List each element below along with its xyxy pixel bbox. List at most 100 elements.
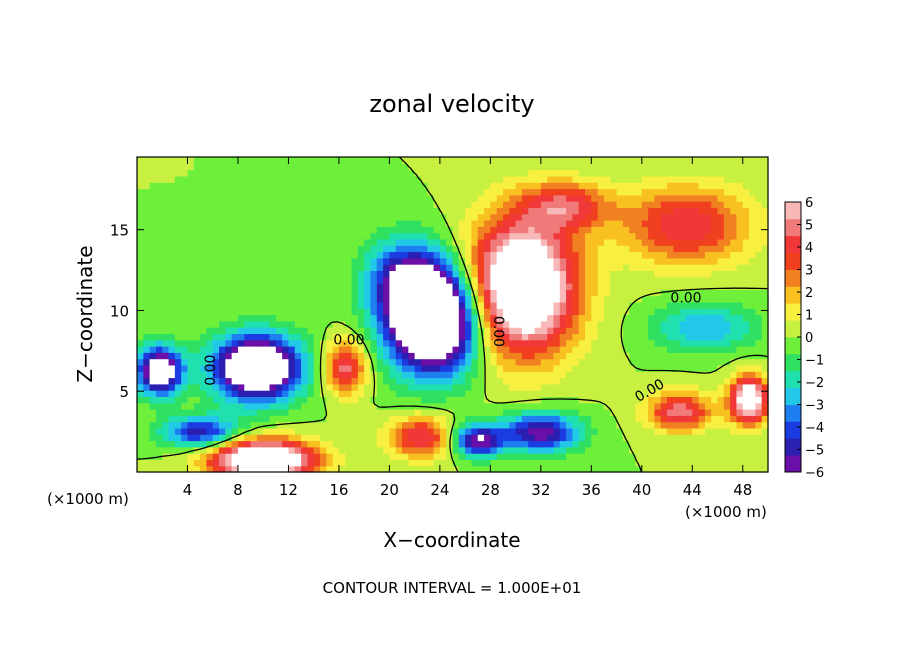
heatmap-cell bbox=[143, 251, 151, 259]
heatmap-cell bbox=[566, 270, 573, 278]
heatmap-cell bbox=[660, 264, 668, 271]
heatmap-cell bbox=[610, 289, 618, 297]
heatmap-cell bbox=[755, 213, 763, 221]
heatmap-cell bbox=[256, 220, 264, 227]
heatmap-cell bbox=[648, 346, 656, 353]
heatmap-cell bbox=[704, 182, 712, 190]
heatmap-cell bbox=[376, 364, 384, 372]
heatmap-cell bbox=[402, 415, 409, 423]
heatmap-cell bbox=[137, 238, 144, 246]
heatmap-cell bbox=[742, 245, 750, 253]
heatmap-cell bbox=[603, 390, 611, 397]
heatmap-cell bbox=[711, 194, 719, 202]
heatmap-cell bbox=[502, 283, 510, 290]
heatmap-cell bbox=[597, 459, 605, 467]
heatmap-cell bbox=[364, 339, 372, 347]
heatmap-cell bbox=[301, 453, 308, 460]
heatmap-cell bbox=[660, 465, 668, 473]
heatmap-cell bbox=[553, 194, 561, 202]
heatmap-cell bbox=[528, 188, 536, 196]
heatmap-cell bbox=[408, 377, 416, 385]
heatmap-cell bbox=[660, 446, 668, 454]
heatmap-cell bbox=[610, 295, 618, 303]
heatmap-cell bbox=[515, 226, 523, 234]
heatmap-cell bbox=[313, 270, 321, 278]
heatmap-cell bbox=[345, 333, 353, 341]
heatmap-cell bbox=[250, 459, 258, 467]
heatmap-cell bbox=[351, 377, 359, 385]
heatmap-cell bbox=[244, 188, 252, 196]
heatmap-cell bbox=[313, 289, 321, 297]
heatmap-cell bbox=[439, 459, 447, 467]
heatmap-cell bbox=[711, 220, 719, 227]
heatmap-cell bbox=[294, 396, 302, 404]
heatmap-cell bbox=[496, 213, 504, 221]
heatmap-cell bbox=[250, 232, 258, 240]
heatmap-cell bbox=[269, 182, 277, 190]
heatmap-cell bbox=[301, 314, 308, 322]
heatmap-cell bbox=[704, 427, 712, 435]
heatmap-cell bbox=[244, 314, 252, 322]
heatmap-cell bbox=[395, 358, 403, 366]
heatmap-cell bbox=[515, 402, 523, 410]
heatmap-cell bbox=[338, 289, 346, 297]
heatmap-cell bbox=[288, 327, 296, 334]
heatmap-cell bbox=[673, 283, 681, 290]
heatmap-cell bbox=[395, 157, 403, 164]
heatmap-cell bbox=[420, 169, 428, 177]
heatmap-cell bbox=[332, 402, 340, 410]
heatmap-cell bbox=[698, 346, 706, 353]
heatmap-cell bbox=[206, 289, 214, 297]
heatmap-cell bbox=[143, 421, 151, 429]
heatmap-cell bbox=[231, 251, 239, 259]
heatmap-cell bbox=[212, 301, 220, 309]
heatmap-cell bbox=[484, 194, 491, 202]
heatmap-cell bbox=[269, 175, 277, 183]
heatmap-cell bbox=[225, 465, 233, 473]
heatmap-cell bbox=[370, 308, 378, 316]
heatmap-cell bbox=[408, 352, 416, 360]
heatmap-cell bbox=[471, 264, 479, 271]
heatmap-cell bbox=[193, 459, 201, 467]
heatmap-cell bbox=[597, 396, 605, 404]
heatmap-cell bbox=[187, 421, 195, 429]
heatmap-cell bbox=[288, 175, 296, 183]
heatmap-cell bbox=[477, 421, 485, 429]
heatmap-cell bbox=[149, 301, 157, 309]
heatmap-cell bbox=[723, 295, 731, 303]
heatmap-cell bbox=[704, 232, 712, 240]
heatmap-cell bbox=[610, 465, 618, 473]
heatmap-cell bbox=[319, 163, 327, 171]
heatmap-cell bbox=[275, 409, 283, 416]
heatmap-cell bbox=[332, 276, 340, 284]
heatmap-cell bbox=[465, 245, 473, 253]
heatmap-cell bbox=[263, 220, 271, 227]
heatmap-cell bbox=[654, 427, 662, 435]
heatmap-cell bbox=[414, 270, 422, 278]
heatmap-cell bbox=[389, 371, 397, 379]
heatmap-cell bbox=[496, 415, 504, 423]
heatmap-cell bbox=[174, 346, 182, 353]
heatmap-cell bbox=[149, 440, 157, 448]
heatmap-cell bbox=[446, 434, 454, 442]
heatmap-cell bbox=[515, 314, 523, 322]
heatmap-cell bbox=[742, 182, 750, 190]
heatmap-cell bbox=[496, 201, 504, 208]
heatmap-cell bbox=[383, 383, 390, 391]
heatmap-cell bbox=[528, 346, 536, 353]
heatmap-cell bbox=[206, 390, 214, 397]
heatmap-cell bbox=[282, 163, 290, 171]
heatmap-cell bbox=[301, 157, 308, 164]
heatmap-cell bbox=[717, 339, 725, 347]
heatmap-cell bbox=[219, 238, 226, 246]
heatmap-cell bbox=[509, 346, 517, 353]
heatmap-cell bbox=[338, 220, 346, 227]
heatmap-cell bbox=[477, 434, 485, 442]
heatmap-cell bbox=[225, 358, 233, 366]
heatmap-cell bbox=[685, 440, 693, 448]
heatmap-cell bbox=[433, 295, 441, 303]
heatmap-cell bbox=[338, 232, 346, 240]
heatmap-cell bbox=[319, 157, 327, 164]
heatmap-cell bbox=[301, 333, 308, 341]
heatmap-cell bbox=[685, 402, 693, 410]
